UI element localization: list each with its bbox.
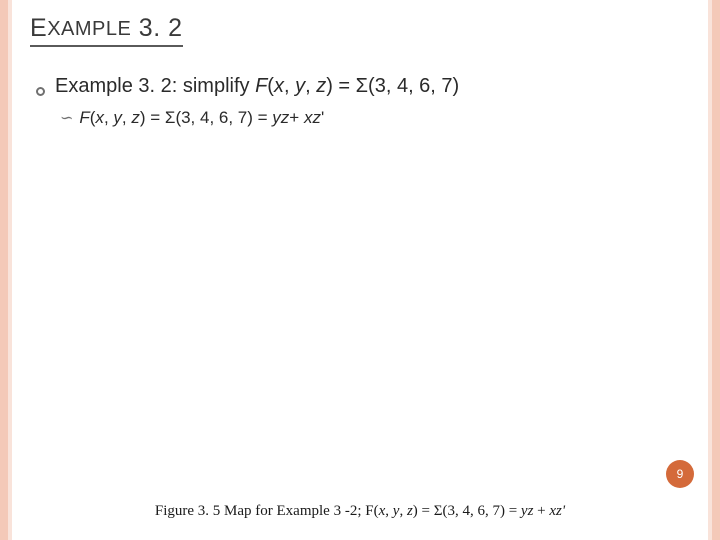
- title-rest: XAMPLE: [47, 18, 131, 40]
- example-statement: Example 3. 2: simplify F(x, y, z) = Σ(3,…: [55, 75, 459, 98]
- term-xz: xz: [304, 108, 321, 127]
- comma: ,: [122, 108, 131, 127]
- simplified-result: F(x, y, z) = Σ(3, 4, 6, 7) = yz+ xz': [79, 108, 324, 128]
- page-number: 9: [677, 467, 684, 481]
- comma: ,: [284, 75, 295, 97]
- comma: ,: [385, 503, 393, 519]
- fn-F: F: [255, 75, 267, 97]
- text: Example 3. 2: simplify: [55, 75, 255, 97]
- var-x: x: [274, 75, 284, 97]
- var-y: y: [113, 108, 122, 127]
- slide-title: EXAMPLE 3. 2: [30, 14, 183, 47]
- comma: ,: [104, 108, 113, 127]
- plus: +: [289, 108, 304, 127]
- paren-eq: ) =: [140, 108, 165, 127]
- term-yz: yz: [521, 503, 534, 519]
- paren: (: [267, 75, 274, 97]
- prime: ': [321, 108, 324, 127]
- squiggle-bullet-icon: ∽: [60, 108, 73, 128]
- comma: ,: [305, 75, 316, 97]
- minterm-set: (3, 4, 6, 7): [368, 75, 459, 97]
- plus: +: [533, 503, 549, 519]
- sigma: Σ: [356, 75, 368, 97]
- slide-content: EXAMPLE 3. 2 Example 3. 2: simplify F(x,…: [30, 14, 690, 128]
- paren-eq: ) =: [326, 75, 355, 97]
- var-z: z: [131, 108, 140, 127]
- right-border-inner: [708, 0, 712, 540]
- caption-mid: ) = Σ(3, 4, 6, 7) =: [413, 503, 521, 519]
- sub-bullet-row: ∽ F(x, y, z) = Σ(3, 4, 6, 7) = yz+ xz': [60, 108, 690, 128]
- right-border-outer: [712, 0, 720, 540]
- term-xz: xz: [549, 503, 562, 519]
- prime: ': [562, 503, 565, 519]
- main-bullet-row: Example 3. 2: simplify F(x, y, z) = Σ(3,…: [30, 75, 690, 98]
- minterm-set-eq: (3, 4, 6, 7) =: [175, 108, 272, 127]
- comma: ,: [399, 503, 407, 519]
- fn-F: F: [79, 108, 89, 127]
- var-y: y: [295, 75, 305, 97]
- var-x: x: [95, 108, 104, 127]
- left-border-inner: [8, 0, 12, 540]
- title-first-letter: E: [30, 14, 47, 42]
- page-number-badge: 9: [666, 460, 694, 488]
- caption-pre: Figure 3. 5 Map for Example 3 -2; F(: [155, 503, 379, 519]
- var-z: z: [316, 75, 326, 97]
- bullet-open-circle-icon: [36, 87, 45, 96]
- sigma: Σ: [165, 108, 176, 127]
- figure-caption: Figure 3. 5 Map for Example 3 -2; F(x, y…: [0, 503, 720, 520]
- left-border-outer: [0, 0, 8, 540]
- title-number: 3. 2: [131, 14, 182, 42]
- term-yz: yz: [272, 108, 289, 127]
